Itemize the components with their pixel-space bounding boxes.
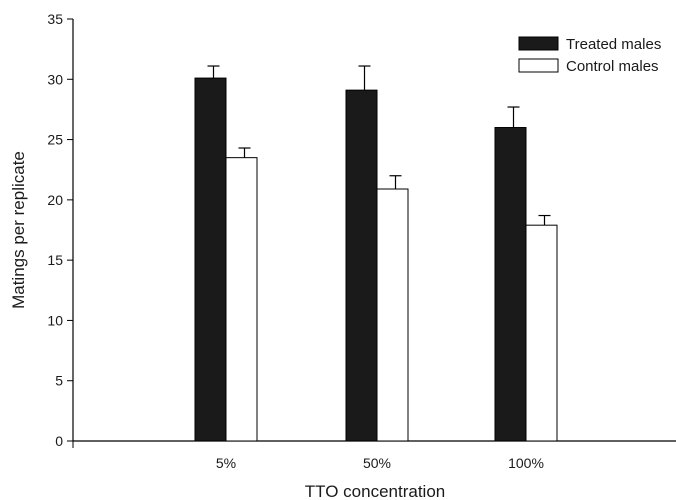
y-tick-label: 15 bbox=[47, 252, 63, 268]
legend: Treated males Control males bbox=[518, 36, 661, 75]
y-axis-title: Matings per replicate bbox=[9, 151, 28, 309]
y-tick-label: 5 bbox=[55, 373, 63, 389]
bar-control-1 bbox=[225, 157, 258, 442]
x-tick-label: 100% bbox=[508, 455, 544, 471]
legend-label: Control males bbox=[566, 58, 659, 75]
y-tick-label: 30 bbox=[47, 71, 63, 87]
bar-control-2 bbox=[376, 188, 409, 442]
y-axis: 0 5 10 15 20 25 30 35 bbox=[47, 11, 74, 449]
y-tick-label: 25 bbox=[47, 132, 63, 148]
bar-treated-3 bbox=[494, 127, 527, 442]
y-tick-label: 10 bbox=[47, 312, 63, 328]
bar-treated-2 bbox=[345, 89, 378, 442]
y-tick-label: 35 bbox=[47, 11, 63, 27]
y-tick-label: 0 bbox=[55, 433, 63, 449]
bar-control-3 bbox=[525, 224, 558, 442]
legend-swatch bbox=[518, 58, 559, 73]
x-tick-label: 50% bbox=[363, 455, 391, 471]
legend-swatch bbox=[518, 36, 559, 51]
x-tick-label: 5% bbox=[216, 455, 236, 471]
x-axis-title: TTO concentration bbox=[305, 482, 445, 500]
bars-group bbox=[194, 65, 558, 442]
bar-treated-1 bbox=[194, 77, 227, 442]
y-tick-label: 20 bbox=[47, 192, 63, 208]
x-axis: 5% 50% 100% bbox=[72, 440, 676, 471]
legend-label: Treated males bbox=[566, 36, 661, 53]
